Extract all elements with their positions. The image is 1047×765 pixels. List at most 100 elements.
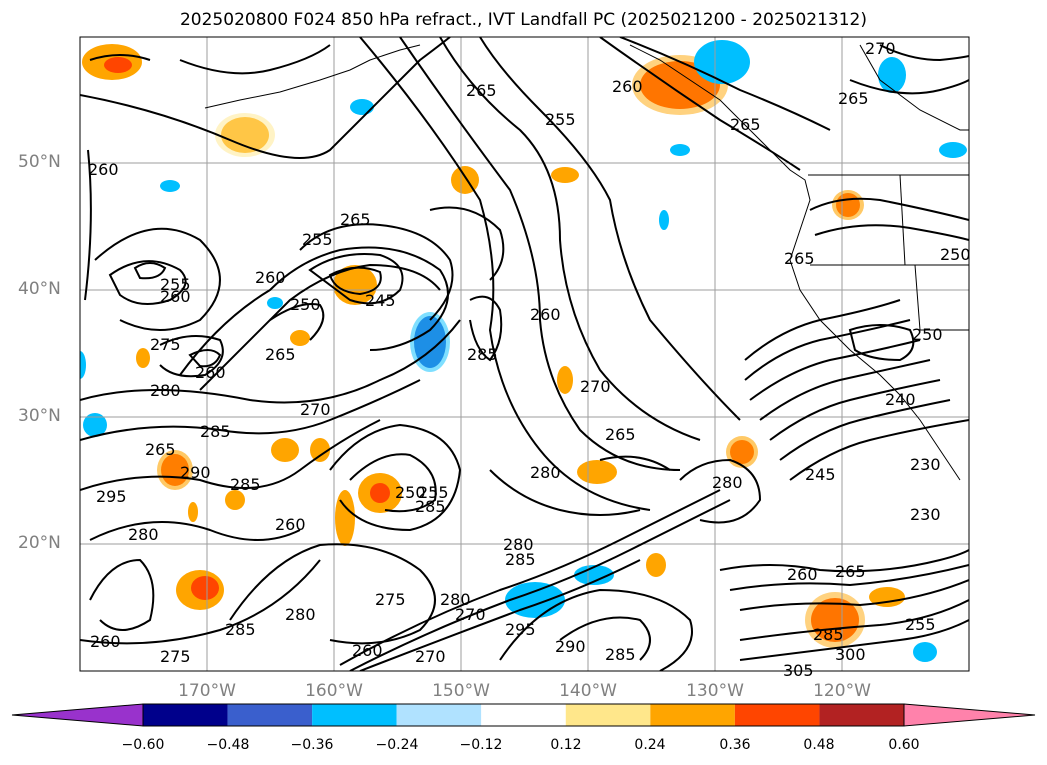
contour-label: 230 bbox=[910, 455, 941, 474]
contour-label: 260 bbox=[160, 287, 191, 306]
contour-label: 270 bbox=[865, 39, 896, 58]
contour-label: 265 bbox=[340, 210, 371, 229]
contour-label: 255 bbox=[418, 483, 449, 502]
lon-label: 140°W bbox=[559, 681, 617, 701]
plot-border bbox=[79, 36, 970, 672]
contour-label: 295 bbox=[505, 620, 536, 639]
colorbar-tick-label: −0.48 bbox=[206, 737, 250, 753]
lon-label: 160°W bbox=[305, 681, 363, 701]
colorbar-tick-label: 0.24 bbox=[634, 737, 666, 753]
contour-label: 240 bbox=[885, 390, 916, 409]
contour-label: 285 bbox=[813, 625, 844, 644]
contour-label: 260 bbox=[90, 632, 121, 651]
lon-label: 120°W bbox=[813, 681, 871, 701]
colorbar-segment bbox=[396, 704, 482, 726]
contour-label: 260 bbox=[88, 160, 119, 179]
contour-label: 255 bbox=[160, 275, 191, 294]
contour-label: 290 bbox=[180, 463, 211, 482]
colorbar-tick-label: 0.12 bbox=[550, 737, 582, 753]
contour-label-layer: 270 265 260 265 255 265 260 255 265 250 … bbox=[88, 39, 971, 680]
contour-label: 250 bbox=[940, 245, 971, 264]
contour-label: 275 bbox=[375, 590, 406, 609]
contour-label: 290 bbox=[555, 637, 586, 656]
lat-label: 20°N bbox=[18, 533, 61, 553]
contour-label: 250 bbox=[395, 483, 426, 502]
contour-label: 245 bbox=[365, 291, 396, 310]
colorbar-segment bbox=[143, 704, 228, 726]
contour-label: 285 bbox=[230, 475, 261, 494]
contour-label: 280 bbox=[530, 463, 561, 482]
colorbar-segment bbox=[734, 704, 820, 726]
contour-label: 285 bbox=[415, 497, 446, 516]
contour-label: 230 bbox=[910, 505, 941, 524]
contour-label: 265 bbox=[145, 440, 176, 459]
colorbar-tick-label: −0.12 bbox=[459, 737, 503, 753]
contour-label: 300 bbox=[835, 645, 866, 664]
contour-label: 255 bbox=[302, 230, 333, 249]
map-title: 2025020800 F024 850 hPa refract., IVT La… bbox=[179, 10, 867, 30]
colorbar-tick-label: −0.60 bbox=[121, 737, 165, 753]
contour-label: 265 bbox=[730, 115, 761, 134]
lat-label: 50°N bbox=[18, 152, 61, 172]
contour-label: 285 bbox=[605, 645, 636, 664]
negative-anomaly-shading bbox=[80, 40, 967, 662]
coastlines bbox=[204, 44, 969, 481]
contour-label: 265 bbox=[835, 562, 866, 581]
contour-label: 265 bbox=[838, 89, 869, 108]
refractivity-contours bbox=[80, 37, 969, 671]
colorbar-tick-label: 0.48 bbox=[803, 737, 835, 753]
contour-label: 260 bbox=[530, 305, 561, 324]
contour-label: 280 bbox=[128, 525, 159, 544]
colorbar-segment bbox=[481, 704, 566, 726]
colorbar-segment bbox=[819, 704, 904, 726]
colorbar-tick-label: 0.60 bbox=[888, 737, 920, 753]
contour-label: 255 bbox=[545, 110, 576, 129]
colorbar-extend-max bbox=[903, 703, 1036, 727]
contour-label: 260 bbox=[275, 515, 306, 534]
contour-label: 260 bbox=[612, 77, 643, 96]
contour-label: 260 bbox=[195, 363, 226, 382]
contour-label: 255 bbox=[905, 615, 936, 634]
contour-label: 275 bbox=[160, 647, 191, 666]
contour-label: 265 bbox=[466, 81, 497, 100]
lon-label: 170°W bbox=[178, 681, 236, 701]
contour-label: 245 bbox=[805, 465, 836, 484]
colorbar bbox=[11, 703, 1036, 727]
lat-label: 30°N bbox=[18, 406, 61, 426]
contour-label: 270 bbox=[300, 400, 331, 419]
contour-label: 260 bbox=[352, 641, 383, 660]
colorbar-tick-label: 0.36 bbox=[719, 737, 751, 753]
contour-label: 250 bbox=[290, 295, 321, 314]
colorbar-tick-label: −0.24 bbox=[375, 737, 419, 753]
contour-label: 285 bbox=[200, 422, 231, 441]
contour-label: 250 bbox=[912, 325, 943, 344]
contour-label: 280 bbox=[712, 473, 743, 492]
contour-label: 285 bbox=[505, 550, 536, 569]
contour-label: 285 bbox=[225, 620, 256, 639]
lat-label: 40°N bbox=[18, 279, 61, 299]
colorbar-segment bbox=[312, 704, 397, 726]
graticule bbox=[80, 37, 969, 671]
contour-label: 265 bbox=[265, 345, 296, 364]
colorbar-segment bbox=[227, 704, 313, 726]
lon-label: 130°W bbox=[686, 681, 744, 701]
colorbar-segment bbox=[565, 704, 651, 726]
contour-label: 270 bbox=[580, 377, 611, 396]
contour-label: 265 bbox=[605, 425, 636, 444]
contour-label: 260 bbox=[787, 565, 818, 584]
colorbar-tick-label: −0.36 bbox=[290, 737, 334, 753]
colorbar-segment bbox=[650, 704, 735, 726]
contour-label: 285 bbox=[467, 345, 498, 364]
contour-label: 295 bbox=[96, 487, 127, 506]
contour-label: 280 bbox=[503, 535, 534, 554]
contour-label: 280 bbox=[285, 605, 316, 624]
contour-label: 265 bbox=[784, 249, 815, 268]
colorbar-extend-min bbox=[11, 703, 144, 727]
contour-label: 280 bbox=[440, 590, 471, 609]
contour-label: 275 bbox=[150, 335, 181, 354]
contour-label: 305 bbox=[783, 661, 814, 680]
contour-label: 270 bbox=[455, 605, 486, 624]
lon-label: 150°W bbox=[432, 681, 490, 701]
contour-label: 270 bbox=[415, 647, 446, 666]
